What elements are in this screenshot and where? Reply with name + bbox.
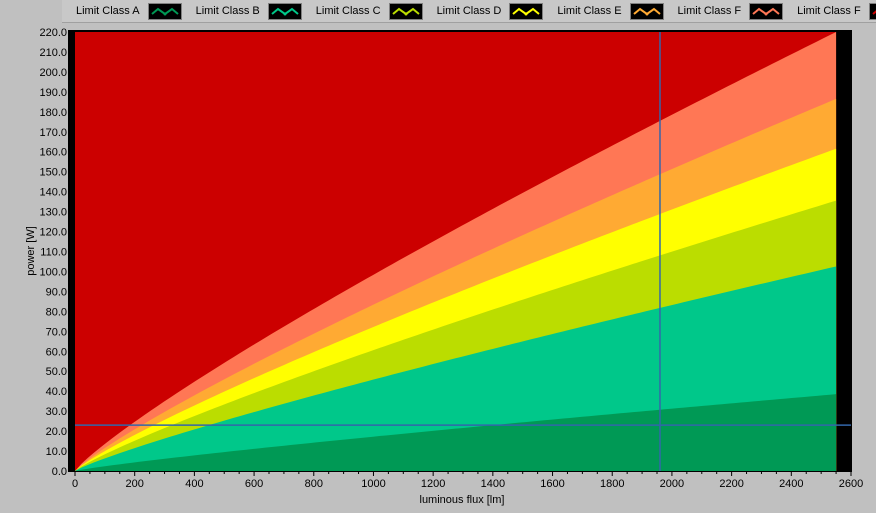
legend: Limit Class A Limit Class B Limit Class C L… (62, 0, 876, 23)
legend-swatch (749, 2, 784, 20)
legend-swatch (267, 2, 302, 20)
y-tick-label: 50.0 (46, 366, 67, 378)
legend-label: Limit Class F (797, 5, 861, 17)
legend-label: Limit Class D (436, 5, 502, 17)
legend-item-7: Limit Class F (783, 0, 876, 22)
y-tick-label: 140.0 (39, 187, 67, 199)
y-tick-label: 130.0 (39, 207, 67, 219)
y-tick-label: 190.0 (39, 87, 67, 99)
x-axis-label: luminous flux [lm] (420, 494, 505, 506)
x-tick-label: 400 (185, 478, 203, 490)
y-tick-label: 80.0 (46, 306, 67, 318)
y-axis-label: power [W] (25, 226, 37, 276)
x-tick-label: 2200 (719, 478, 743, 490)
y-tick-label: 220.0 (39, 27, 67, 39)
x-tick-label: 2600 (839, 478, 863, 490)
legend-item-1: Limit Class A (62, 0, 182, 22)
x-tick-label: 1000 (361, 478, 385, 490)
legend-item-4: Limit Class D (423, 0, 544, 22)
y-tick-label: 70.0 (46, 326, 67, 338)
legend-label: Limit Class A (76, 5, 140, 17)
y-tick-label: 110.0 (40, 247, 67, 259)
legend-item-5: Limit Class E (543, 0, 664, 22)
y-tick-label: 170.0 (39, 127, 67, 139)
x-tick-label: 1400 (481, 478, 505, 490)
x-tick-label: 0 (72, 478, 78, 490)
y-tick-label: 30.0 (46, 406, 67, 418)
x-tick-label: 1800 (600, 478, 624, 490)
legend-label: Limit Class C (315, 5, 381, 17)
legend-item-3: Limit Class C (302, 0, 423, 22)
y-tick-label: 160.0 (39, 147, 67, 159)
legend-swatch (388, 2, 423, 20)
legend-swatch (868, 2, 876, 20)
y-tick-label: 180.0 (39, 107, 67, 119)
x-tick-label: 200 (126, 478, 144, 490)
y-tick-label: 10.0 (46, 446, 67, 458)
y-tick-label: 0.0 (52, 466, 67, 478)
legend-swatch (629, 2, 664, 20)
y-tick-label: 200.0 (39, 67, 67, 79)
legend-label: Limit Class B (195, 5, 260, 17)
y-tick-label: 100.0 (39, 266, 67, 278)
y-tick-label: 40.0 (46, 386, 67, 398)
y-tick-label: 60.0 (46, 346, 67, 358)
plot-area (68, 30, 852, 472)
axes: 0.0 10.0 20.0 30.0 40.0 50.0 60.0 70.0 80.0 90.0 1… (39, 27, 863, 490)
legend-item-2: Limit Class B (182, 0, 302, 22)
x-tick-label: 1200 (421, 478, 445, 490)
legend-swatch (509, 2, 544, 20)
x-tick-label: 2000 (660, 478, 684, 490)
x-tick-label: 2400 (779, 478, 803, 490)
series-area-1 (75, 394, 837, 471)
x-tick-label: 1600 (540, 478, 564, 490)
y-tick-label: 20.0 (46, 426, 67, 438)
legend-item-6: Limit Class F (664, 0, 784, 22)
legend-label: Limit Class E (557, 5, 622, 17)
x-tick-label: 600 (245, 478, 263, 490)
y-tick-label: 120.0 (39, 227, 67, 239)
y-tick-label: 150.0 (39, 167, 67, 179)
legend-label: Limit Class F (677, 5, 742, 17)
y-tick-label: 210.0 (39, 47, 67, 59)
legend-swatch (147, 2, 182, 20)
y-tick-label: 90.0 (46, 286, 67, 298)
x-tick-label: 800 (305, 478, 323, 490)
